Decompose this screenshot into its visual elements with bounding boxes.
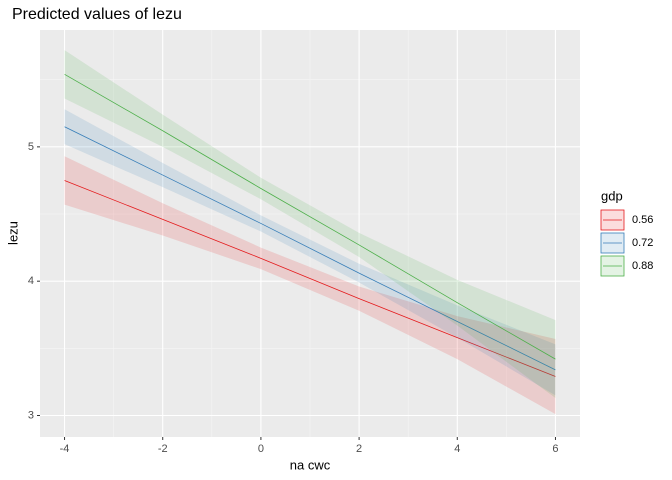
chart-title: Predicted values of lezu [12, 6, 182, 23]
x-tick-label: 6 [552, 443, 558, 455]
legend-title: gdp [601, 188, 623, 203]
x-tick-label: -2 [158, 443, 168, 455]
y-tick-label: 4 [28, 275, 34, 287]
confidence-band [64, 50, 556, 399]
line [64, 126, 556, 371]
x-tick-label: 0 [258, 443, 264, 455]
x-axis-title: na cwc [290, 457, 331, 472]
confidence-band [64, 156, 556, 415]
line [64, 180, 556, 377]
legend-label: 0.56 [632, 214, 653, 226]
line [64, 73, 556, 360]
legend-label: 0.88 [632, 260, 653, 272]
x-tick-label: 4 [454, 443, 460, 455]
legend-label: 0.72 [632, 237, 653, 249]
y-tick-label: 5 [28, 141, 34, 153]
confidence-band [64, 109, 556, 396]
y-tick-label: 3 [28, 409, 34, 421]
x-tick-label: 2 [356, 443, 362, 455]
x-tick-label: -4 [60, 443, 70, 455]
y-axis-title: lezu [5, 221, 20, 245]
